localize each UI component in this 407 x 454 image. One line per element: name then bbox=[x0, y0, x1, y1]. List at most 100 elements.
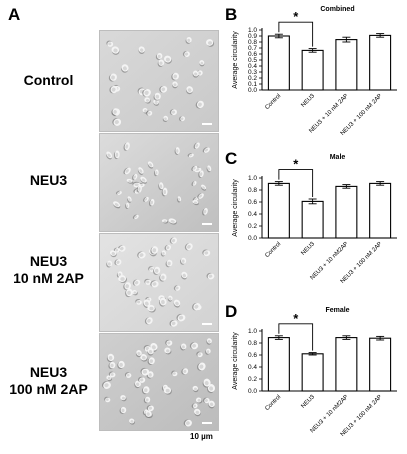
bar bbox=[267, 35, 290, 91]
scale-bar bbox=[202, 422, 212, 424]
cell bbox=[147, 161, 154, 169]
cell bbox=[111, 46, 120, 55]
cell bbox=[195, 397, 203, 404]
cell bbox=[106, 375, 113, 382]
cell bbox=[127, 196, 132, 203]
cell bbox=[126, 178, 134, 184]
bar bbox=[301, 49, 324, 91]
micrograph-neu3-10nm-2ap bbox=[99, 233, 219, 332]
cell bbox=[202, 207, 208, 216]
micrograph-control bbox=[99, 30, 219, 132]
cell bbox=[192, 200, 199, 206]
cell bbox=[191, 181, 197, 186]
cell bbox=[165, 339, 173, 346]
y-tick-label: 0.2 bbox=[248, 376, 257, 383]
cell bbox=[108, 73, 117, 82]
cell bbox=[147, 348, 154, 356]
cell bbox=[206, 272, 215, 280]
cell bbox=[142, 88, 151, 97]
cell bbox=[198, 170, 204, 178]
cell bbox=[146, 405, 154, 412]
bar bbox=[369, 182, 392, 239]
y-tick-label: 0.8 bbox=[248, 187, 257, 194]
micrograph-neu3 bbox=[99, 133, 219, 232]
cell bbox=[112, 118, 122, 126]
chart-female: Female Average circularity 0.0 0.2 0.4 0.6 0.8… bbox=[222, 303, 407, 448]
cell bbox=[201, 184, 207, 191]
cell bbox=[192, 70, 199, 78]
cell bbox=[173, 299, 181, 308]
cell bbox=[125, 288, 133, 298]
bar bbox=[267, 337, 290, 392]
cell bbox=[150, 246, 159, 255]
cell bbox=[180, 257, 187, 265]
cell bbox=[167, 295, 173, 302]
chart-title: Female bbox=[325, 307, 349, 314]
y-tick-label: 0.0 bbox=[248, 235, 257, 242]
cell bbox=[144, 97, 151, 104]
cell bbox=[135, 298, 142, 305]
chart-combined: Combined Average circularity 0.0 0.1 0.2 0.3 0… bbox=[222, 2, 407, 147]
cell bbox=[109, 250, 117, 258]
y-tick-label: 0.2 bbox=[248, 75, 257, 82]
micrograph-neu3-100nm-2ap bbox=[99, 333, 219, 431]
cell bbox=[119, 406, 127, 414]
cell bbox=[143, 396, 151, 404]
cell bbox=[149, 342, 158, 352]
panel-c-letter: C bbox=[225, 149, 238, 168]
y-tick-label: 0.4 bbox=[248, 211, 257, 218]
cell bbox=[124, 372, 132, 378]
cell bbox=[205, 39, 215, 47]
significance-star: * bbox=[293, 311, 299, 326]
cell bbox=[164, 55, 172, 64]
cell bbox=[147, 357, 155, 365]
cell bbox=[195, 100, 204, 109]
cell bbox=[106, 40, 114, 47]
scale-bar-label: 10 µm bbox=[190, 432, 213, 441]
row-label-neu3-100nm-2ap: NEU3 100 nM 2AP bbox=[9, 364, 88, 397]
cell bbox=[163, 386, 172, 395]
cell bbox=[192, 385, 199, 393]
significance-star: * bbox=[293, 9, 299, 24]
cell bbox=[106, 260, 113, 268]
cell bbox=[197, 193, 204, 199]
cell bbox=[165, 259, 173, 268]
cell bbox=[159, 273, 167, 282]
significance-bracket bbox=[278, 21, 314, 47]
cell bbox=[155, 53, 163, 60]
cell bbox=[141, 386, 150, 395]
cell bbox=[106, 353, 115, 363]
cell bbox=[176, 196, 182, 203]
bar bbox=[369, 337, 392, 392]
y-tick-label: 0.5 bbox=[248, 57, 257, 64]
cell bbox=[206, 165, 212, 173]
cell bbox=[140, 367, 150, 376]
cell bbox=[144, 278, 152, 285]
y-tick-label: 1.0 bbox=[248, 175, 257, 182]
y-tick-label: 0.0 bbox=[248, 388, 257, 395]
cell bbox=[123, 142, 130, 151]
y-tick-label: 0.8 bbox=[248, 39, 257, 46]
cell bbox=[172, 81, 178, 89]
significance-bracket bbox=[278, 169, 314, 197]
cell bbox=[117, 360, 125, 370]
cell bbox=[192, 303, 201, 311]
cell bbox=[184, 243, 193, 251]
y-tick-label: 0.9 bbox=[248, 33, 257, 40]
cell bbox=[123, 167, 131, 175]
y-tick-label: 0.6 bbox=[248, 51, 257, 58]
cell bbox=[145, 110, 153, 116]
cell bbox=[143, 196, 149, 202]
x-tick-label: NEU3 bbox=[300, 241, 316, 257]
cell bbox=[159, 297, 167, 307]
cell bbox=[205, 348, 211, 355]
cell bbox=[161, 187, 168, 197]
cell bbox=[153, 92, 161, 101]
cell bbox=[181, 271, 188, 280]
cell bbox=[104, 396, 111, 403]
cell bbox=[182, 51, 190, 57]
cell bbox=[202, 249, 211, 257]
panel-a-letter: A bbox=[8, 5, 21, 24]
cell bbox=[187, 153, 194, 158]
